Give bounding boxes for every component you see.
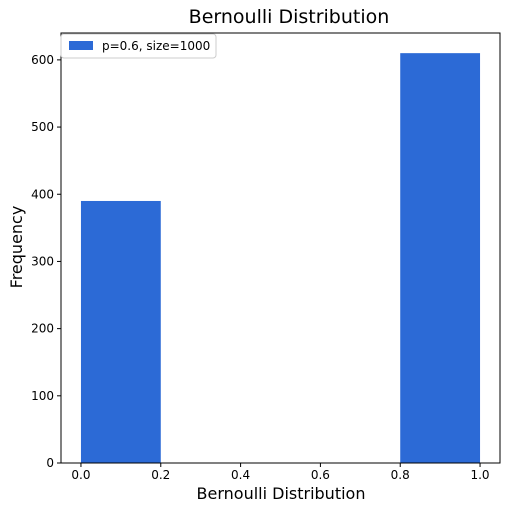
y-tick-label-6: 600 — [31, 53, 54, 67]
axes-frame — [60, 32, 501, 464]
legend-swatch — [69, 41, 93, 50]
legend-label: p=0.6, size=1000 — [102, 39, 210, 53]
x-tick-label-1: 0.2 — [151, 468, 170, 482]
legend: p=0.6, size=1000 — [60, 33, 217, 59]
bar-1 — [400, 53, 481, 463]
plot-area: 0.0 0.2 0.4 0.6 0.8 1.0 0 100 200 300 400 500 600 — [31, 32, 501, 482]
x-tick-label-3: 0.6 — [311, 468, 330, 482]
x-axis-label: Bernoulli Distribution — [197, 484, 366, 503]
x-tick-label-2: 0.4 — [231, 468, 250, 482]
y-tick-label-4: 400 — [31, 187, 54, 201]
y-tick-label-2: 200 — [31, 322, 54, 336]
x-tick-label-4: 0.8 — [391, 468, 410, 482]
y-axis-label: Frequency — [7, 206, 26, 289]
y-tick-label-3: 300 — [31, 254, 54, 268]
y-tick-label-1: 100 — [31, 389, 54, 403]
y-tick-label-5: 500 — [31, 120, 54, 134]
x-tick-label-0: 0.0 — [71, 468, 90, 482]
x-tick-label-5: 1.0 — [470, 468, 489, 482]
bar-0 — [80, 200, 161, 463]
legend-frame — [60, 33, 217, 59]
y-tick-label-0: 0 — [46, 456, 54, 470]
chart-title: Bernoulli Distribution — [189, 6, 390, 28]
